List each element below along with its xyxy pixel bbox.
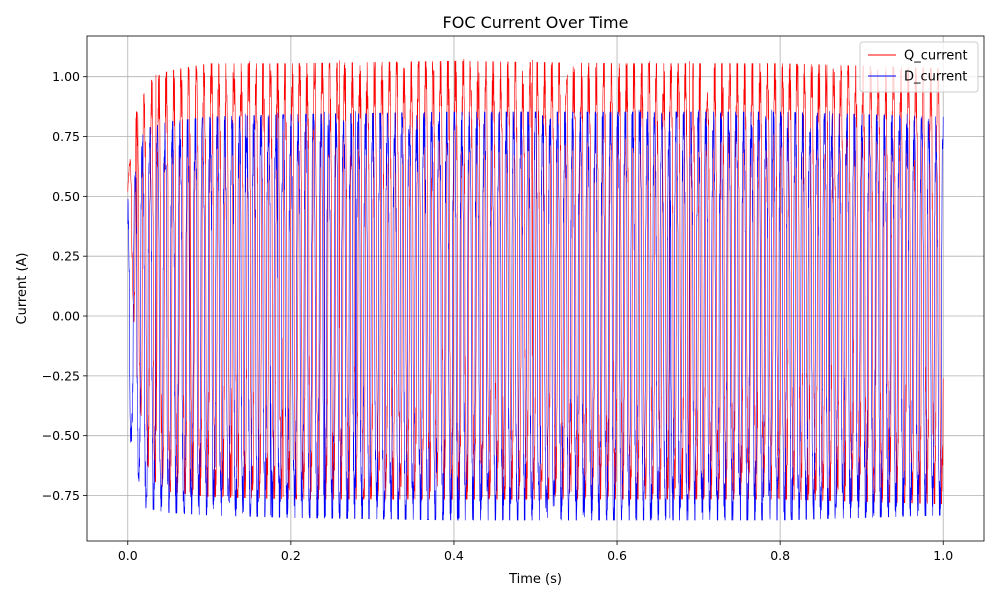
y-tick-label: −0.50 — [42, 428, 80, 443]
plot-frame — [86, 35, 985, 542]
legend-label-d-current: D_current — [904, 70, 967, 85]
y-tick-label: 0.00 — [52, 309, 80, 324]
series-line-d-current — [127, 109, 944, 521]
y-tick-label: −0.25 — [42, 368, 80, 383]
series-layer — [127, 58, 944, 521]
y-tick-label: 1.00 — [52, 69, 80, 84]
y-axis-label: Current (A) — [15, 253, 30, 325]
x-tick-label: 0.6 — [607, 548, 627, 563]
y-tick-label: 0.75 — [52, 129, 80, 144]
y-tick-label: 0.25 — [52, 249, 80, 264]
x-tick-label: 0.4 — [444, 548, 464, 563]
x-tick-label: 0.8 — [770, 548, 790, 563]
y-axis: −0.75 −0.50 −0.25 0.00 0.25 0.50 0.75 1.00 — [42, 69, 87, 503]
x-axis: 0.0 0.2 0.4 0.6 0.8 1.0 — [118, 541, 953, 563]
x-axis-label: Time (s) — [508, 572, 562, 587]
x-tick-label: 1.0 — [933, 548, 953, 563]
y-tick-label: 0.50 — [52, 189, 80, 204]
legend-label-q-current: Q_current — [904, 49, 968, 64]
y-tick-label: −0.75 — [42, 488, 80, 503]
x-tick-label: 0.0 — [118, 548, 138, 563]
legend: Q_current D_current — [859, 41, 979, 93]
x-tick-label: 0.2 — [281, 548, 301, 563]
chart-title: FOC Current Over Time — [443, 13, 629, 32]
